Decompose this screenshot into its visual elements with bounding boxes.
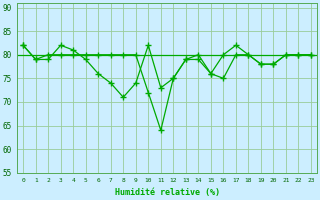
X-axis label: Humidité relative (%): Humidité relative (%) <box>115 188 220 197</box>
